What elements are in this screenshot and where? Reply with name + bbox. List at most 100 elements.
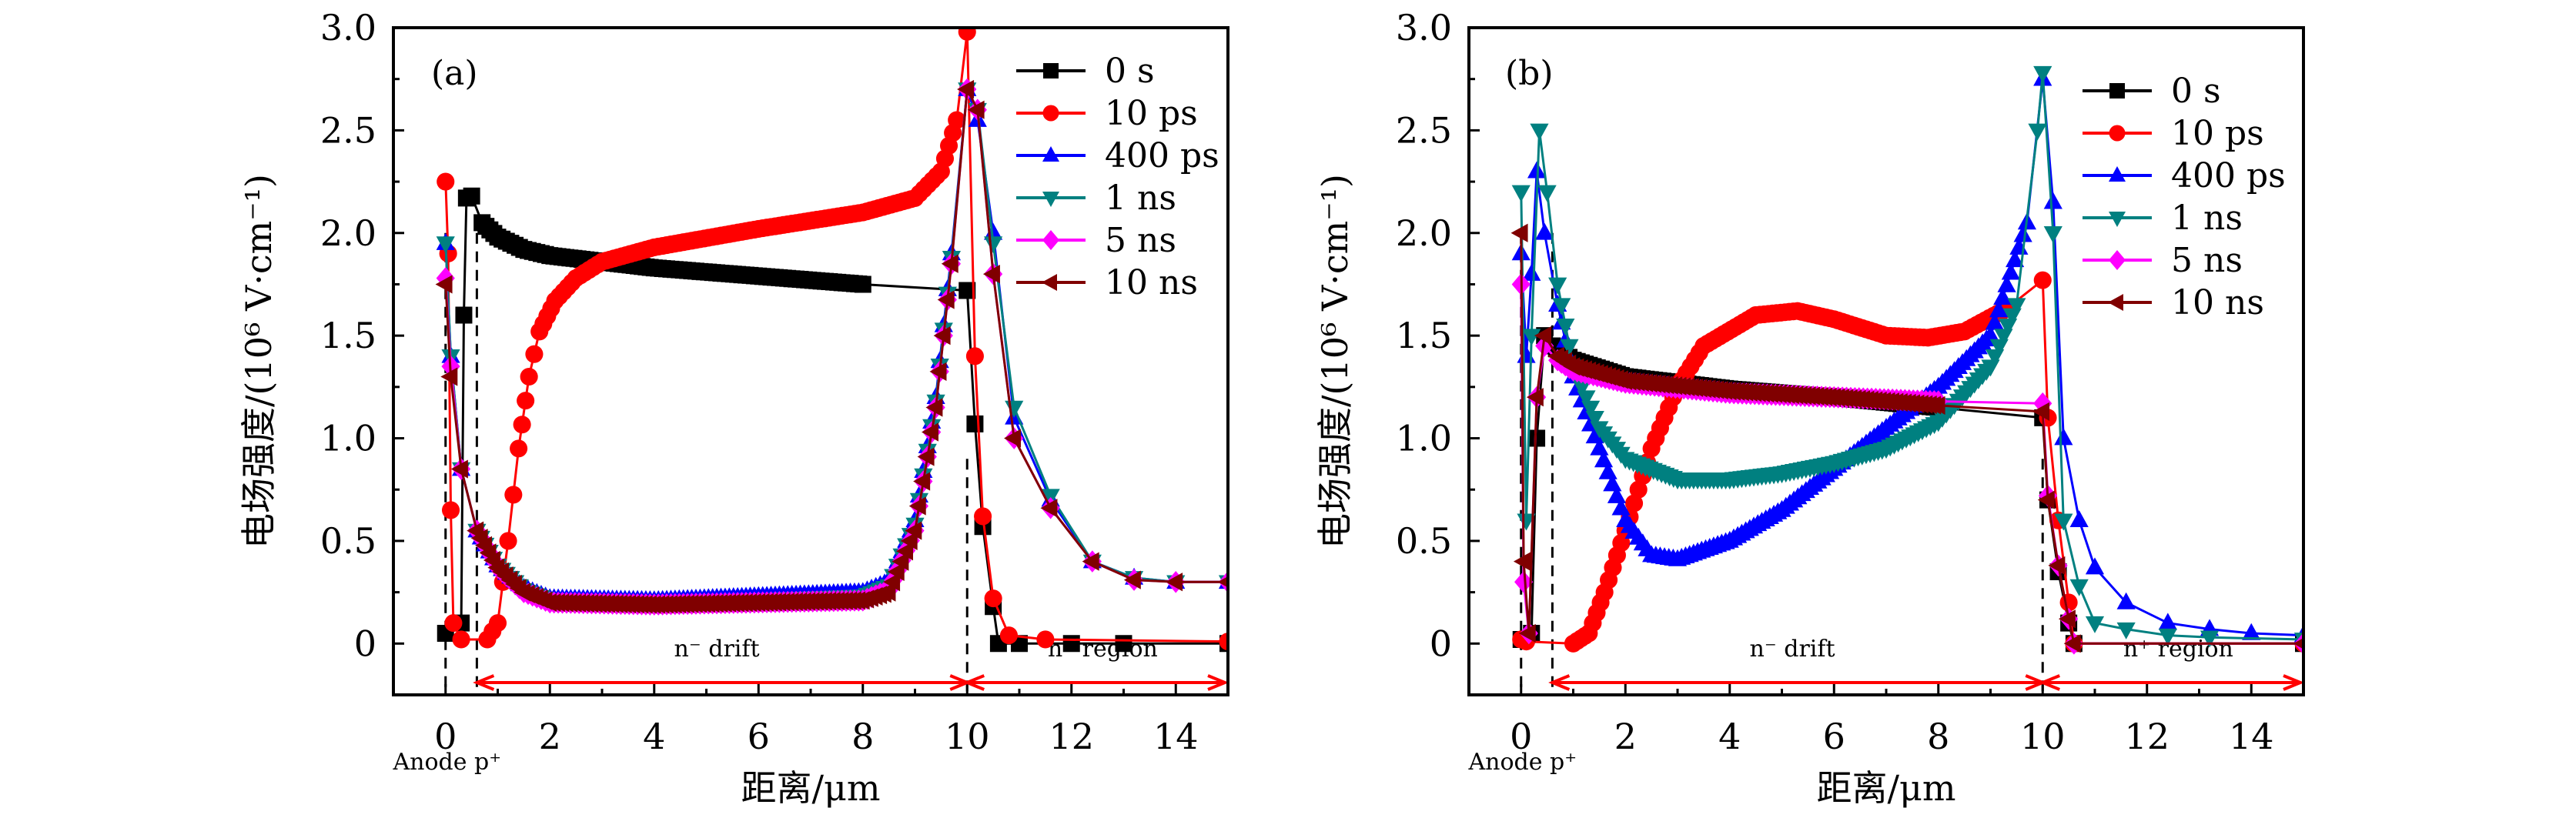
data-point [937,290,955,309]
x-tick-label: 10 [2020,716,2066,757]
y-tick-label: 1.0 [1396,418,1452,459]
legend-item: 10 ns [2083,283,2264,322]
nplus-region-label: n⁺ region [2123,636,2233,663]
data-point [2054,513,2073,531]
data-point [1517,513,1536,531]
data-point [917,447,935,466]
data-point [2242,623,2261,640]
y-tick-label: 1.5 [1396,315,1452,356]
data-point [905,521,922,540]
data-point [941,254,958,273]
data-point [2013,225,2032,242]
legend-label: 10 ns [2171,283,2264,322]
data-point [1123,570,1141,589]
plot-area [1510,65,2303,655]
data-point [1552,298,1571,316]
data-point [1517,346,1536,363]
x-tick-label: 8 [1927,716,1949,757]
legend-label: 10 ns [1105,263,1198,302]
legend-label: 400 ps [2171,156,2286,195]
data-point [2116,622,2136,639]
legend-label: 0 s [2171,72,2221,111]
data-point [510,439,528,458]
data-point [925,398,943,417]
data-point [1581,400,1601,418]
data-point [1535,222,1554,240]
y-tick-label: 3.0 [1396,7,1452,48]
data-point [957,79,975,99]
x-tick-label: 8 [851,716,874,757]
data-point [2200,630,2220,648]
data-point [455,306,473,324]
x-axis-title: 距离/μm [1816,767,1955,809]
data-point [999,626,1018,645]
legend-label: 0 s [1105,52,1155,91]
data-point [1530,123,1549,141]
data-point [900,531,918,551]
data-point [854,275,871,293]
data-point [1624,494,1644,513]
x-tick-label: 6 [1823,716,1845,757]
nplus-region-arrow-head-left [2038,674,2061,691]
data-point [1981,325,2000,342]
data-point [2007,298,2026,316]
data-point [2001,262,2020,280]
x-tick-label: 12 [2124,716,2170,757]
data-point [1510,223,1528,242]
legend-item: 1 ns [1016,179,1176,218]
legend-marker [1042,230,1059,250]
y-tick-label: 2.5 [320,109,376,151]
data-point [2158,628,2177,646]
y-tick-label: 0 [1430,623,1452,664]
data-point [1577,390,1596,408]
data-point [440,367,458,386]
data-point [1985,312,2004,330]
legend-item: 0 s [1016,52,1155,91]
data-point [517,392,535,410]
data-point [1166,573,1183,592]
legend-item: 400 ps [2083,156,2286,195]
series-1-ns [1511,65,2303,650]
legend-item: 10 ns [1016,263,1198,302]
data-point [520,367,538,386]
legend-marker [2109,83,2125,98]
data-point [883,573,901,592]
data-point [1534,326,1552,346]
legend-marker [2109,250,2126,270]
x-tick-label: 14 [2229,716,2274,757]
data-point [1522,263,1541,281]
data-point [921,422,938,442]
y-tick-label: 0 [354,623,376,664]
data-point [1082,552,1099,571]
data-point [1518,623,1536,643]
x-tick-label: 4 [1718,716,1741,757]
data-point [1004,429,1022,448]
legend-marker [2108,294,2123,311]
data-point [2085,616,2105,633]
legend-marker [1042,274,1057,291]
y-tick-label: 1.5 [320,315,376,356]
data-point [2054,428,2073,446]
data-point [1513,552,1531,571]
data-point [2048,556,2066,576]
legend-item: 5 ns [2083,241,2243,280]
data-point [2058,609,2076,629]
data-point [967,100,985,119]
drift-region-arrow-head-left [473,674,495,691]
data-point [2069,510,2089,528]
y-tick-label: 2.5 [1396,109,1452,151]
y-axis-title: 电场强度/(10⁶ V·cm⁻¹) [1314,174,1356,549]
y-tick-label: 0.5 [1396,520,1452,562]
panel-b: 0 0.5 1.0 1.5 2.0 2.5 3.0 0 2 4 6 8 10 12 14 距离/μm 电场强度/… [1314,7,2305,809]
legend-label: 5 ns [2171,241,2243,280]
data-point [2037,490,2055,509]
x-tick-label: 4 [643,716,665,757]
data-point [1572,380,1591,398]
panel-a: 0 0.5 1.0 1.5 2.0 2.5 3.0 0 2 4 6 8 10 12 14 距离/μm 电场强度/… [238,7,1229,809]
data-point [504,486,523,504]
data-point [499,532,517,550]
data-point [1522,329,1541,346]
anode-label: Anode p⁺ [1467,749,1577,776]
